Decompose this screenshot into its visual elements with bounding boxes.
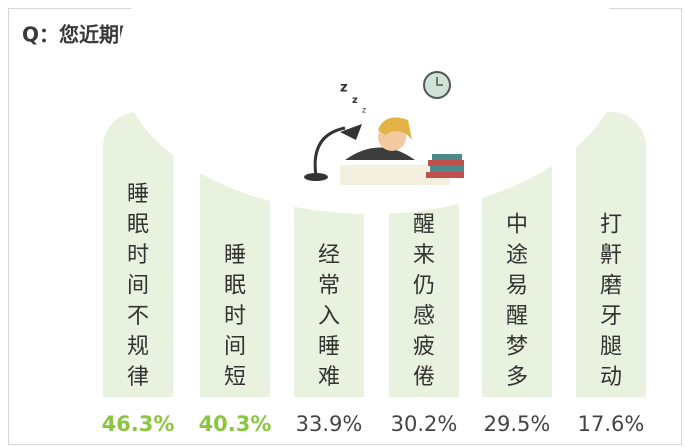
item-label: 中途易醒梦多 — [506, 213, 528, 391]
illustration: z z z — [304, 71, 464, 185]
column-base — [294, 300, 364, 397]
hair — [378, 117, 412, 140]
column-base — [576, 300, 646, 397]
lamp-base — [304, 173, 328, 181]
book — [428, 160, 464, 166]
book — [432, 154, 462, 160]
column-base — [482, 300, 552, 397]
desk — [340, 165, 450, 185]
body — [345, 147, 415, 160]
item-label: 打鼾磨牙腿动 — [600, 213, 622, 391]
item-label: 经常入睡难 — [318, 243, 340, 390]
book — [426, 172, 464, 178]
arc-cutout — [118, 0, 622, 214]
column-base — [103, 300, 173, 397]
item-value: 33.9% — [296, 412, 363, 436]
sleep-z: z — [352, 95, 358, 106]
column-base — [389, 300, 459, 397]
item-label: 醒来仍感疲倦 — [413, 213, 435, 391]
lamp-arm — [313, 126, 346, 177]
book — [430, 166, 464, 172]
item-label: 睡眠时间不规律 — [127, 182, 149, 390]
labels: 睡眠时间不规律 46.3% 睡眠时间短 40.3% 经常入睡难 33.9% 醒来仍感疲倦 30… — [102, 182, 645, 436]
item-label: 睡眠时间短 — [224, 243, 246, 390]
item-value: 17.6% — [578, 412, 645, 436]
item-value: 30.2% — [391, 412, 458, 436]
lamp-head — [340, 124, 362, 140]
sleep-z: z — [340, 81, 348, 96]
sleep-z: z — [362, 106, 366, 115]
item-value: 40.3% — [199, 412, 272, 436]
item-value: 29.5% — [484, 412, 551, 436]
clock-hands — [436, 77, 443, 86]
item-value: 46.3% — [102, 412, 175, 436]
column-base — [200, 300, 270, 397]
